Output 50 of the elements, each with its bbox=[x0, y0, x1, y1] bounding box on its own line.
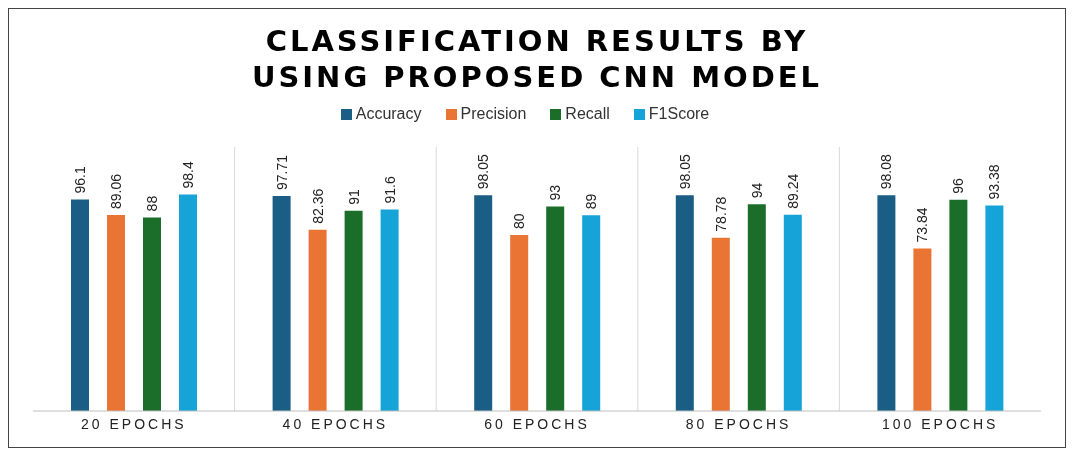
bar bbox=[747, 204, 766, 411]
data-label: 96 bbox=[950, 178, 967, 194]
data-label: 98.08 bbox=[878, 153, 895, 190]
x-tick-label: 40 EPOCHS bbox=[282, 415, 389, 432]
bar bbox=[380, 209, 399, 411]
bar bbox=[985, 205, 1004, 411]
data-label: 88 bbox=[144, 195, 160, 212]
chart-title: CLASSIFICATION RESULTS BY USING PROPOSED CNN MODEL bbox=[250, 23, 824, 95]
x-tick-label: 60 EPOCHS bbox=[484, 415, 590, 432]
bar bbox=[107, 215, 125, 411]
x-tick-label: 80 EPOCHS bbox=[685, 415, 792, 432]
legend-label: Accuracy bbox=[355, 105, 422, 122]
data-label: 93.38 bbox=[986, 164, 1003, 200]
bar bbox=[272, 196, 291, 411]
bar bbox=[344, 210, 363, 411]
data-label: 98.4 bbox=[180, 161, 196, 189]
bar bbox=[582, 215, 601, 411]
data-label: 89.24 bbox=[784, 173, 801, 209]
data-label: 98.05 bbox=[475, 154, 492, 190]
data-label: 96.1 bbox=[72, 166, 88, 194]
data-label: 94 bbox=[748, 182, 765, 199]
x-tick-label: 20 EPOCHS bbox=[81, 415, 187, 432]
data-label: 98.05 bbox=[676, 154, 693, 190]
data-label: 73.84 bbox=[914, 207, 931, 243]
bar bbox=[71, 199, 89, 411]
bar bbox=[179, 194, 197, 411]
legend-label: Recall bbox=[565, 105, 610, 122]
bar bbox=[510, 235, 529, 411]
data-label: 82.36 bbox=[309, 188, 326, 224]
data-label: 91 bbox=[345, 189, 362, 205]
data-label: 80 bbox=[511, 213, 528, 229]
bar bbox=[913, 248, 932, 411]
legend-label: F1Score bbox=[648, 105, 710, 122]
data-label: 91.6 bbox=[381, 176, 398, 204]
data-label: 93 bbox=[547, 184, 564, 201]
bar bbox=[474, 195, 493, 411]
bar bbox=[675, 195, 694, 411]
x-tick-label: 100 EPOCHS bbox=[882, 415, 999, 432]
data-label: 78.78 bbox=[712, 196, 729, 232]
data-label: 97.71 bbox=[273, 154, 290, 191]
bar bbox=[877, 195, 896, 411]
bar bbox=[143, 217, 161, 411]
bar bbox=[308, 229, 327, 411]
legend-label: Precision bbox=[460, 105, 527, 122]
bar bbox=[949, 199, 968, 411]
bar bbox=[711, 237, 730, 411]
bar bbox=[783, 214, 802, 411]
bar bbox=[546, 206, 565, 411]
data-label: 89.06 bbox=[108, 173, 124, 210]
data-label: 89 bbox=[583, 193, 600, 210]
